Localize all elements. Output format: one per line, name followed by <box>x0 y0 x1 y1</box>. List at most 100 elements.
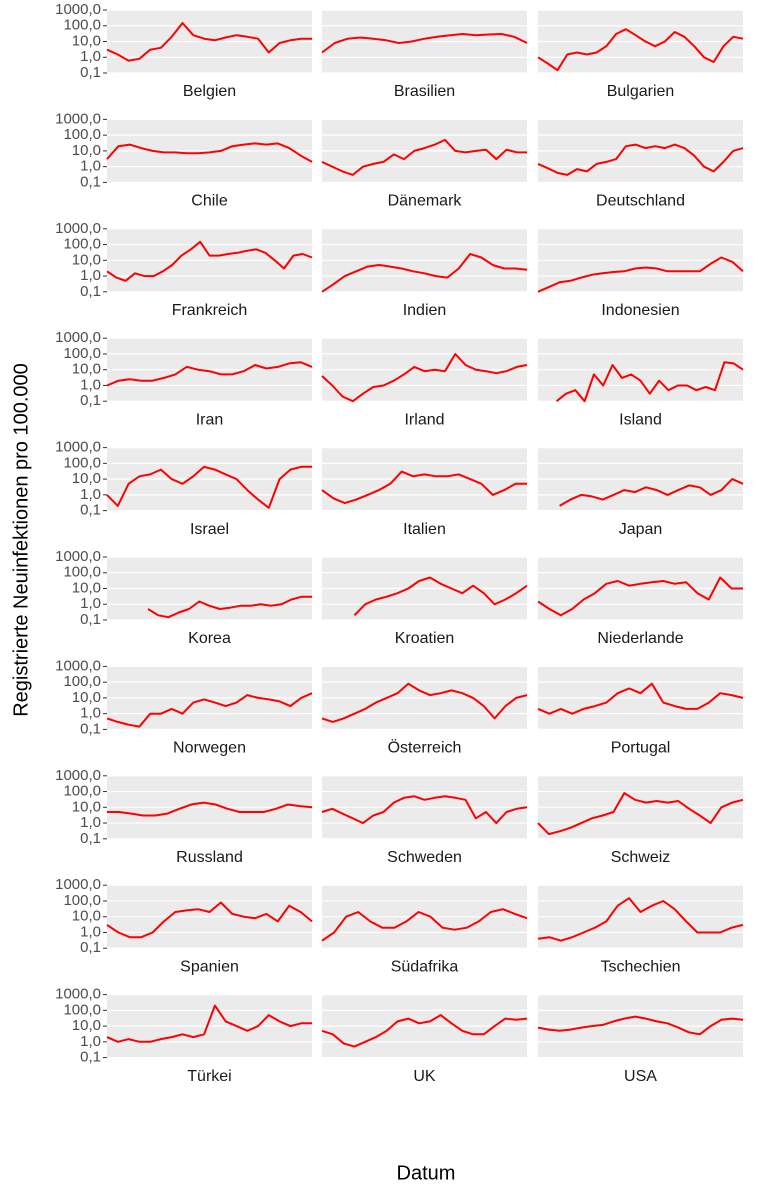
series-line <box>106 901 313 939</box>
series-line <box>147 595 312 619</box>
panel-label: Spanien <box>180 958 239 975</box>
panel-label: Türkei <box>187 1068 231 1085</box>
panel-label: Russland <box>176 849 243 866</box>
y-tick-label: 10,0 <box>72 798 101 815</box>
series-line <box>321 138 527 176</box>
y-tick-label: 10,0 <box>72 689 101 706</box>
panel-label: USA <box>624 1068 657 1085</box>
y-axis-label: Registrierte Neuinfektionen pro 100.000 <box>10 363 32 717</box>
series-line <box>106 692 313 728</box>
y-tick-label: 10,0 <box>72 579 101 596</box>
y-tick-label: 0,1 <box>80 392 101 409</box>
y-tick-label: 0,1 <box>80 611 101 628</box>
y-tick-label: 1,0 <box>80 1033 101 1050</box>
y-tick-label: 10,0 <box>72 361 101 378</box>
y-tick-label: 1000,0 <box>55 329 101 346</box>
y-tick-label: 1000,0 <box>55 110 101 127</box>
y-tick-label: 10,0 <box>72 908 101 925</box>
y-tick-label: 0,1 <box>80 939 101 956</box>
series-line <box>321 682 528 723</box>
panel-label: Portugal <box>611 740 671 757</box>
series-line <box>537 682 744 715</box>
y-tick-label: 100,0 <box>63 1001 101 1018</box>
y-tick-label: 1000,0 <box>55 1 101 18</box>
y-tick-label: 1000,0 <box>55 767 101 784</box>
y-tick-label: 0,1 <box>80 1049 101 1066</box>
series-line <box>106 361 313 387</box>
panel-label: Island <box>619 411 662 428</box>
series-line <box>537 256 744 293</box>
panel-label: Bulgarien <box>607 83 675 100</box>
panel-label: Schweiz <box>611 849 671 866</box>
panel-label: Belgien <box>183 83 236 100</box>
series-line <box>537 897 744 942</box>
y-tick-label: 0,1 <box>80 502 101 519</box>
series-line <box>321 253 528 293</box>
series-line <box>106 22 312 62</box>
y-tick-label: 1000,0 <box>55 439 101 456</box>
y-tick-label: 10,0 <box>72 32 101 49</box>
series-line <box>353 576 528 617</box>
y-tick-label: 1,0 <box>80 267 101 284</box>
y-tick-label: 1,0 <box>80 705 101 722</box>
series-line <box>555 361 744 403</box>
series-line <box>106 142 313 163</box>
series-line <box>537 792 744 836</box>
y-tick-label: 1,0 <box>80 486 101 503</box>
y-tick-label: 1000,0 <box>55 548 101 565</box>
series-line <box>321 1014 528 1048</box>
series-line <box>321 908 528 942</box>
y-tick-label: 0,1 <box>80 283 101 300</box>
y-tick-label: 100,0 <box>63 236 101 253</box>
panel-label: Dänemark <box>388 193 463 210</box>
panel-label: Kroatien <box>395 630 455 647</box>
y-tick-label: 100,0 <box>63 454 101 471</box>
series-line <box>321 33 528 54</box>
series-line <box>559 478 744 507</box>
y-tick-label: 1,0 <box>80 595 101 612</box>
y-tick-label: 1000,0 <box>55 986 101 1003</box>
y-tick-label: 1000,0 <box>55 876 101 893</box>
y-tick-label: 1,0 <box>80 158 101 175</box>
series-line <box>537 28 744 72</box>
y-tick-label: 10,0 <box>72 251 101 268</box>
y-tick-label: 100,0 <box>63 564 101 581</box>
y-tick-label: 0,1 <box>80 64 101 81</box>
panel-label: Brasilien <box>394 83 455 100</box>
series-line <box>537 143 744 176</box>
y-tick-label: 100,0 <box>63 126 101 143</box>
y-tick-label: 10,0 <box>72 142 101 159</box>
y-tick-label: 10,0 <box>72 470 101 487</box>
y-tick-label: 0,1 <box>80 173 101 190</box>
panel-label: Irland <box>404 411 444 428</box>
panel-label: Niederlande <box>597 630 683 647</box>
series-line <box>537 1015 744 1036</box>
y-tick-label: 100,0 <box>63 17 101 34</box>
panel-label: Japan <box>619 521 663 538</box>
panel-label: Korea <box>188 630 231 647</box>
y-tick-label: 1,0 <box>80 376 101 393</box>
panel-label: Indien <box>403 302 447 319</box>
series-line <box>321 470 527 505</box>
panel-label: Iran <box>196 411 224 428</box>
series-line <box>321 353 528 403</box>
y-tick-label: 1,0 <box>80 814 101 831</box>
y-tick-label: 1,0 <box>80 48 101 65</box>
series-line <box>106 240 313 282</box>
y-tick-label: 1000,0 <box>55 220 101 237</box>
y-tick-label: 100,0 <box>63 345 101 362</box>
y-tick-label: 100,0 <box>63 892 101 909</box>
panel-label: Frankreich <box>172 302 248 319</box>
y-tick-label: 10,0 <box>72 1017 101 1034</box>
y-tick-label: 1,0 <box>80 923 101 940</box>
panel-label: Israel <box>190 521 229 538</box>
series-line <box>537 576 743 617</box>
panel-label: Südafrika <box>391 958 459 975</box>
panel-label: Chile <box>191 193 228 210</box>
y-tick-label: 1000,0 <box>55 657 101 674</box>
y-tick-label: 100,0 <box>63 783 101 800</box>
panel-label: Tschechien <box>600 958 680 975</box>
series-line <box>107 801 313 817</box>
panel-label: UK <box>413 1068 436 1085</box>
